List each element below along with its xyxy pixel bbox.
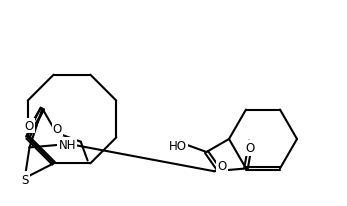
Text: O: O [25, 120, 34, 133]
Text: O: O [218, 159, 227, 172]
Text: O: O [245, 142, 254, 155]
Text: S: S [21, 173, 28, 186]
Text: HO: HO [169, 139, 187, 152]
Text: O: O [53, 123, 62, 136]
Text: NH: NH [59, 139, 76, 152]
